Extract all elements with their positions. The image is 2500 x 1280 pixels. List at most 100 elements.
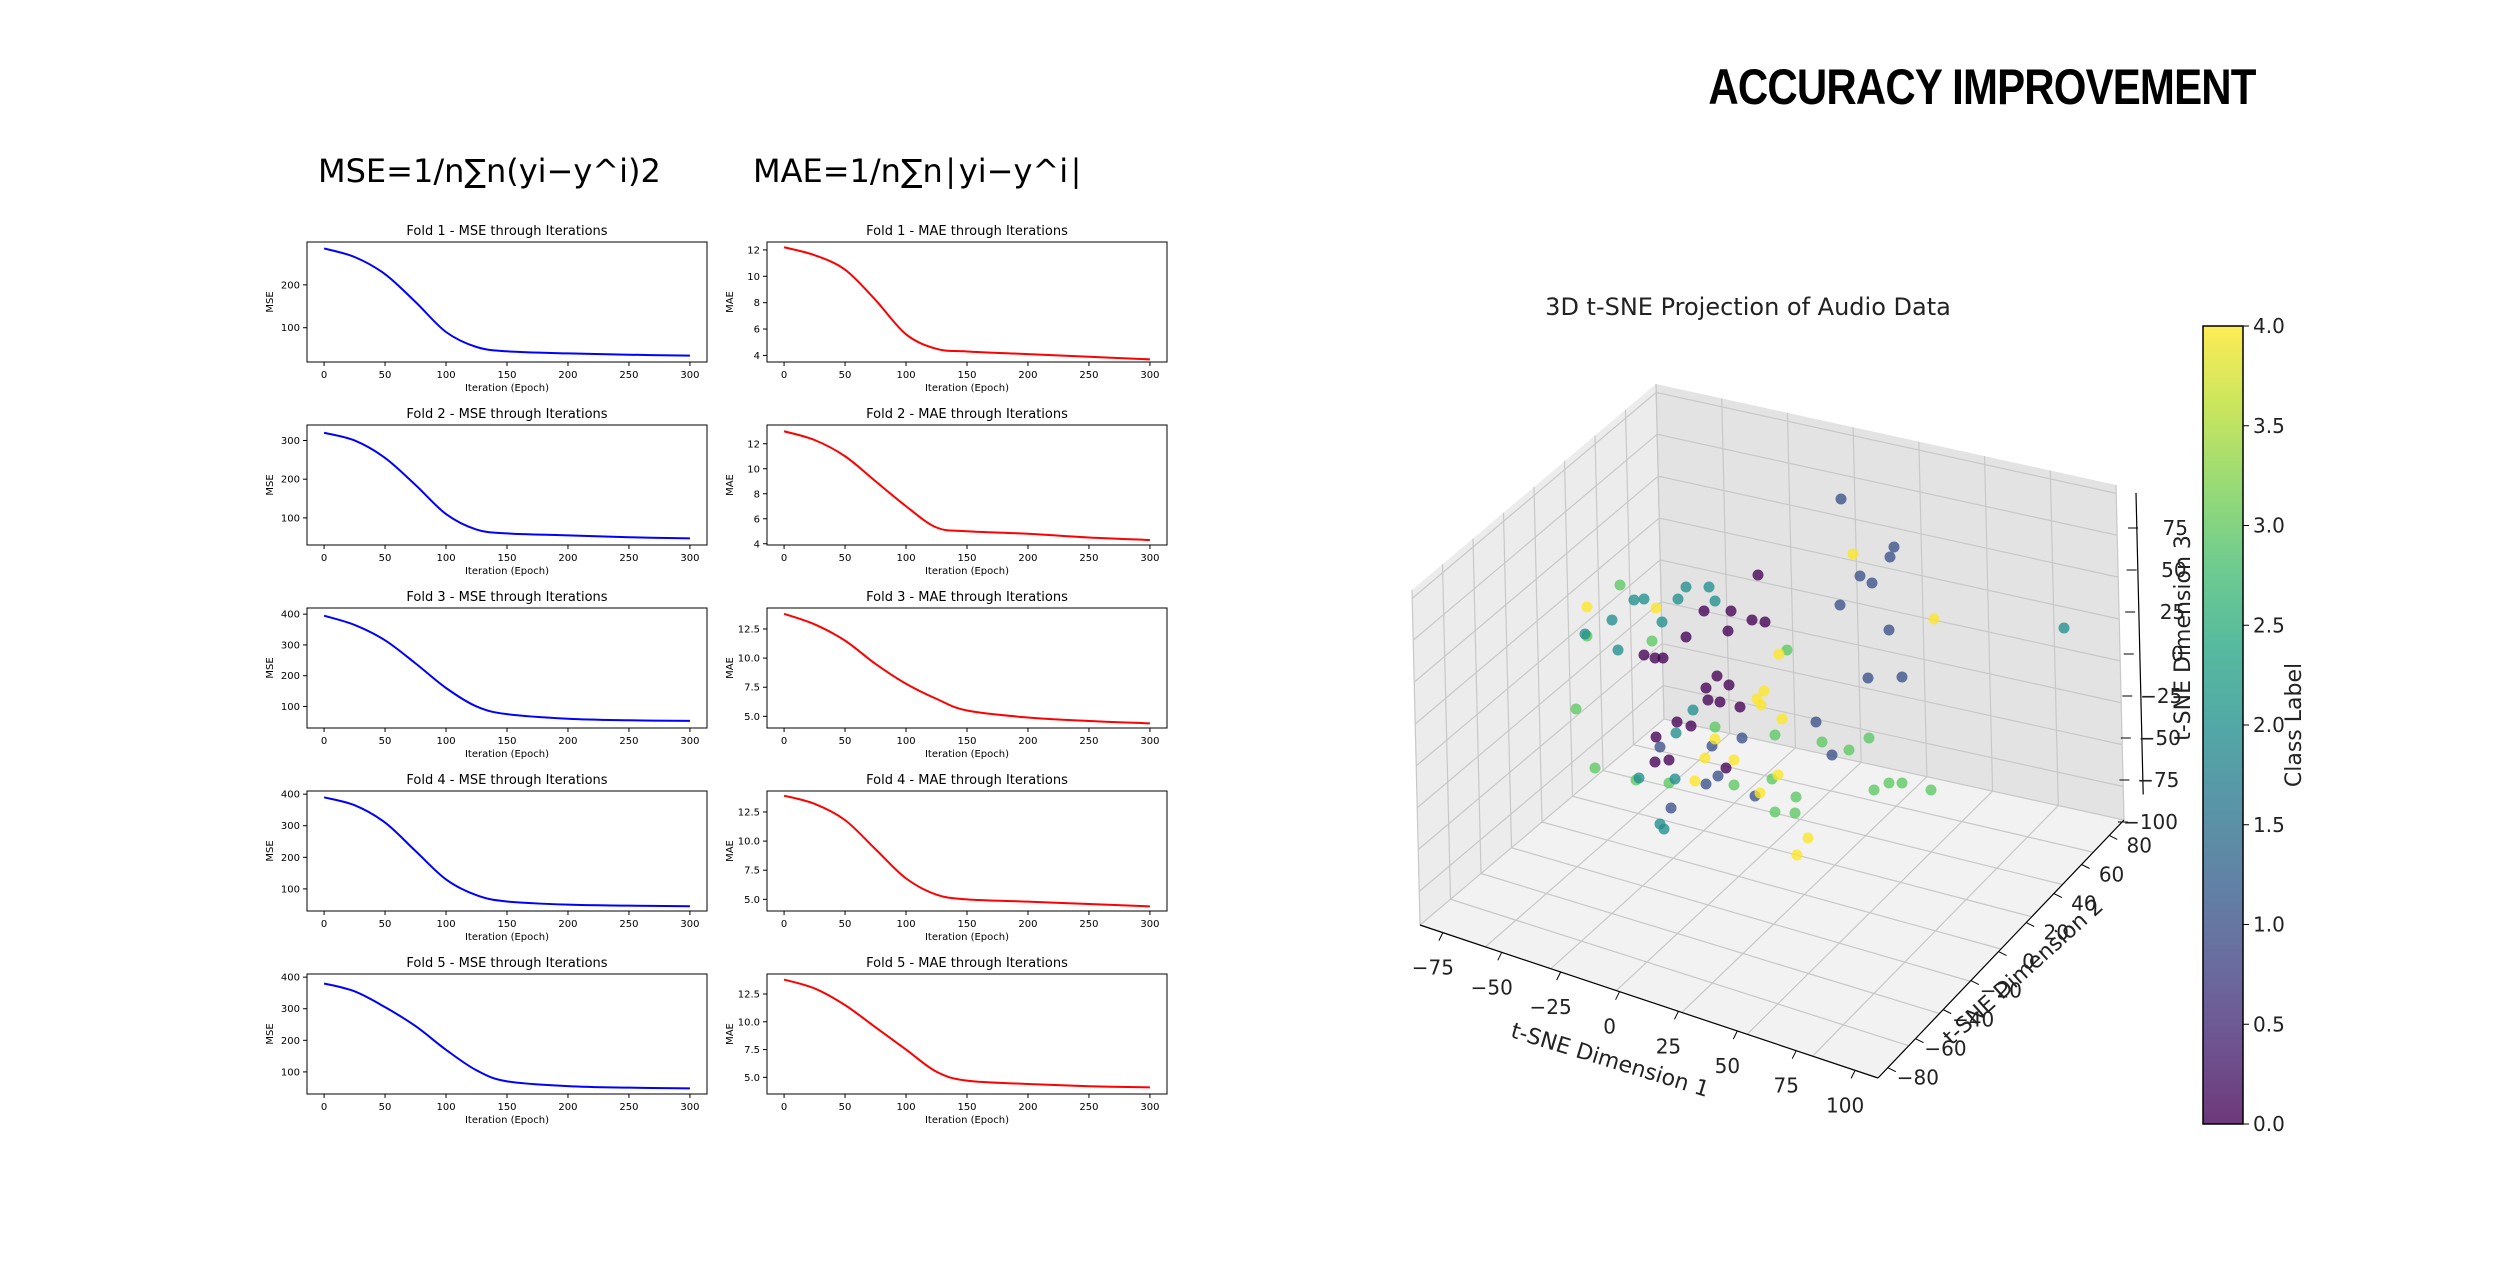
chart-title: Fold 1 - MAE through Iterations [866, 224, 1068, 239]
series-line [323, 431, 690, 540]
chart-title: Fold 1 - MSE through Iterations [406, 224, 607, 239]
grid-line [1511, 847, 1971, 982]
scatter-point [1754, 787, 1766, 799]
x-axis-label: Iteration (Epoch) [465, 1115, 549, 1126]
scatter-point [1790, 791, 1802, 803]
grid-line [1633, 744, 2094, 853]
x-tick-label: 250 [619, 1102, 638, 1113]
x-tick-label: 250 [619, 553, 638, 564]
x-axis-label: Iteration (Epoch) [465, 932, 549, 943]
x-tick-label: 100 [896, 736, 915, 747]
scatter-point [1928, 613, 1940, 625]
y-tick-label: 300 [281, 1004, 300, 1015]
scatter-point [1896, 777, 1908, 789]
grid-line [1413, 475, 2119, 683]
x-tick-label: 50 [379, 919, 392, 930]
fold-chart: Fold 3 - MAE through Iterations 0 50 100 150… [725, 590, 1168, 760]
y-axis-label: MAE [725, 840, 736, 862]
fold-line-charts: Fold 1 - MSE through Iterations 0 50 100 150… [265, 224, 1168, 1126]
tsne-title: 3D t-SNE Projection of Audio Data [1545, 293, 1951, 321]
fold-chart: Fold 4 - MSE through Iterations 0 50 100 150… [265, 773, 708, 943]
x-tick-label: 50 [379, 553, 392, 564]
x-tick-label: 200 [1018, 736, 1037, 747]
z-tick-label: 25 [2160, 600, 2185, 624]
back-wall [1656, 384, 2124, 820]
fold-chart: Fold 5 - MAE through Iterations 0 50 100 150… [725, 956, 1168, 1126]
x-tick-label: −25 [1530, 995, 1572, 1019]
scatter-point [1769, 729, 1781, 741]
x-tick-label: 200 [558, 370, 577, 381]
x-axis-label: Iteration (Epoch) [925, 1115, 1009, 1126]
scatter-point [1810, 716, 1822, 728]
grid-line [1416, 601, 2122, 809]
y-tick-label: 12.5 [738, 624, 760, 635]
y-axis-label: MAE [725, 291, 736, 313]
y-tick-label: 8 [754, 298, 760, 309]
scatter-point [1689, 775, 1701, 787]
chart-title: Fold 2 - MSE through Iterations [406, 407, 607, 422]
scatter-point [1758, 685, 1770, 697]
x-tick-label: 150 [957, 736, 976, 747]
z-tick-label: −75 [2137, 768, 2179, 792]
chart-title: Fold 3 - MSE through Iterations [406, 590, 607, 605]
scatter-point [1883, 624, 1895, 636]
chart-title: Fold 4 - MSE through Iterations [406, 773, 607, 788]
x-tick-label: 50 [839, 553, 852, 564]
plot-frame [766, 424, 1168, 546]
y-tick-label: 10.0 [738, 1017, 760, 1028]
x-axis-label: Iteration (Epoch) [925, 749, 1009, 760]
y-tick [1998, 951, 2007, 957]
scatter-point [1656, 616, 1668, 628]
grid-line [1414, 517, 2120, 725]
y-tick-label: 7.5 [744, 683, 760, 694]
y-tick [1942, 1009, 1952, 1015]
scatter-point [1769, 806, 1781, 818]
y-axis-label: MAE [725, 474, 736, 496]
x-tick-label: 100 [436, 1102, 455, 1113]
y-tick-label: 6 [754, 514, 760, 525]
x-tick [1791, 1050, 1797, 1059]
x-axis-line [1419, 924, 1879, 1079]
x-tick-label: 0 [321, 553, 327, 564]
y-tick-label: 300 [281, 640, 300, 651]
y-tick-label: 12 [747, 245, 760, 256]
grid-line [1746, 790, 1993, 1035]
x-tick-label: 250 [1079, 553, 1098, 564]
y-tick-label: 300 [281, 821, 300, 832]
x-tick-label: 300 [1140, 1102, 1159, 1113]
scatter-point [1699, 752, 1711, 764]
x-tick-label: 150 [497, 370, 516, 381]
x-tick-label: 0 [321, 370, 327, 381]
x-tick-label: 250 [619, 919, 638, 930]
scatter-point [1612, 644, 1624, 656]
x-tick [1732, 1030, 1738, 1040]
colorbar-tick-label: 1.5 [2253, 813, 2285, 837]
scatter-point [1581, 601, 1593, 613]
x-tick-label: 0 [321, 736, 327, 747]
colorbar-tick-label: 3.0 [2253, 514, 2285, 538]
x-axis-label: Iteration (Epoch) [925, 566, 1009, 577]
y-tick-label: 0 [2022, 950, 2035, 974]
scatter-point [1638, 593, 1650, 605]
x-tick-label: 200 [1018, 553, 1037, 564]
y-tick-label: 7.5 [744, 1045, 760, 1056]
scatter-point [1709, 733, 1721, 745]
y-tick-label: 4 [754, 351, 760, 362]
x-tick-label: 100 [896, 553, 915, 564]
scatter-point [1712, 770, 1724, 782]
grid-line [2049, 470, 2059, 806]
grid-line [1411, 589, 1421, 926]
x-tick [1556, 971, 1562, 981]
scatter-point [1579, 628, 1591, 640]
scatter-point [1896, 671, 1908, 683]
y-tick-label: 200 [281, 1036, 300, 1047]
x-tick-label: −75 [1412, 956, 1454, 980]
y-tick-label: 20 [2043, 921, 2068, 945]
y-tick-label: 12 [747, 439, 760, 450]
scatter-point [1816, 736, 1828, 748]
x-tick-label: 50 [1715, 1054, 1740, 1078]
floor [1420, 719, 2124, 1078]
grid-line [1852, 427, 1862, 763]
chart-title: Fold 2 - MAE through Iterations [866, 407, 1068, 422]
